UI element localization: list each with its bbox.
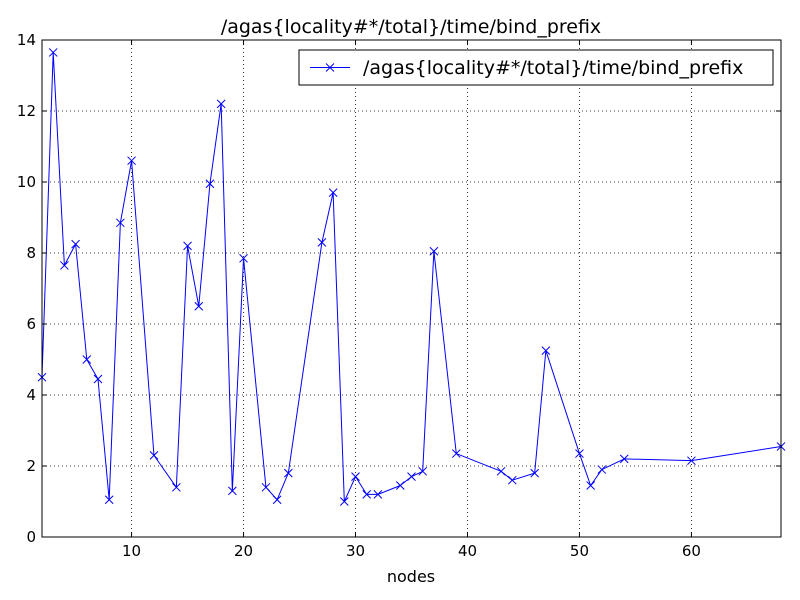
y-tick-label: 10: [17, 173, 36, 191]
legend-box: [298, 49, 774, 86]
data-point-marker: [362, 490, 372, 499]
data-point-marker: [530, 468, 540, 478]
x-tick-label: 50: [570, 542, 589, 560]
data-point-marker: [541, 346, 551, 355]
legend-label: /agas{locality#*/total}/time/bind_prefix: [363, 57, 743, 79]
data-point-marker: [418, 466, 428, 476]
data-point-marker: [687, 456, 696, 466]
data-point-marker: [239, 253, 248, 263]
data-point-marker: [373, 490, 383, 499]
y-tick-label: 2: [26, 457, 36, 475]
data-point-marker: [283, 468, 293, 478]
legend: /agas{locality#*/total}/time/bind_prefix: [298, 49, 774, 86]
x-tick-label: 20: [234, 542, 253, 560]
data-point-marker: [575, 449, 584, 458]
y-tick-label: 6: [26, 315, 36, 333]
data-point-marker: [104, 495, 114, 505]
data-point-marker: [71, 239, 80, 249]
data-point-marker: [451, 449, 461, 458]
data-point-marker: [183, 241, 192, 251]
data-point-marker: [60, 261, 69, 270]
x-tick-label: 10: [122, 542, 141, 560]
data-point-marker: [149, 450, 159, 460]
data-point-marker: [507, 475, 517, 485]
data-point-marker: [227, 486, 237, 496]
x-tick-label: 60: [682, 542, 701, 560]
series-line: [41, 51, 782, 502]
y-tick-label: 8: [26, 244, 36, 262]
data-point-marker: [194, 301, 204, 311]
data-point-marker: [619, 454, 629, 464]
grid-lines: [42, 40, 781, 537]
data-point-marker: [351, 472, 360, 482]
series-layer: [37, 48, 786, 506]
data-point-marker: [216, 99, 226, 109]
data-point-marker: [261, 482, 271, 492]
data-point-marker: [272, 495, 282, 505]
data-point-marker: [82, 355, 92, 364]
data-point-marker: [172, 482, 181, 492]
y-tick-label: 4: [26, 386, 36, 404]
data-point-marker: [586, 481, 596, 490]
x-tick-label: 30: [346, 542, 365, 560]
data-point-marker: [317, 237, 327, 247]
data-point-marker: [116, 218, 125, 228]
data-point-marker: [48, 48, 58, 57]
axis-ticks: [42, 39, 781, 538]
data-point-marker: [205, 179, 215, 189]
y-tick-label: 14: [17, 31, 36, 49]
x-axis-label: nodes: [387, 567, 435, 586]
data-point-marker: [339, 497, 349, 506]
y-tick-label: 12: [17, 102, 36, 120]
data-point-marker: [597, 465, 607, 474]
legend-marker: [325, 63, 335, 72]
x-tick-label: 40: [458, 542, 477, 560]
y-tick-label: 0: [26, 528, 36, 546]
data-point-marker: [407, 472, 416, 482]
data-point-marker: [127, 156, 136, 166]
data-point-marker: [496, 466, 506, 476]
data-point-marker: [395, 481, 405, 490]
data-point-marker: [93, 374, 103, 384]
plot-frame: [41, 39, 782, 538]
tick-labels: 10 20 30 40 50 60 0 2 4 6 8 10 12 14: [17, 31, 701, 560]
data-point-marker: [328, 188, 338, 198]
data-point-marker: [429, 246, 439, 256]
chart-title: /agas{locality#*/total}/time/bind_prefix: [221, 16, 601, 38]
